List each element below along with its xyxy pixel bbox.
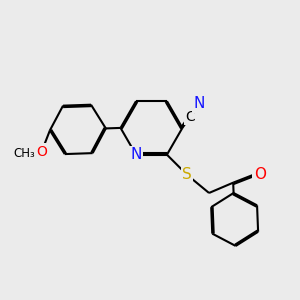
Text: O: O (36, 145, 47, 159)
Text: S: S (182, 167, 192, 182)
Text: N: N (194, 96, 205, 111)
Text: C: C (185, 110, 195, 124)
Text: O: O (254, 167, 266, 182)
Text: N: N (130, 147, 142, 162)
Text: CH₃: CH₃ (14, 147, 35, 161)
